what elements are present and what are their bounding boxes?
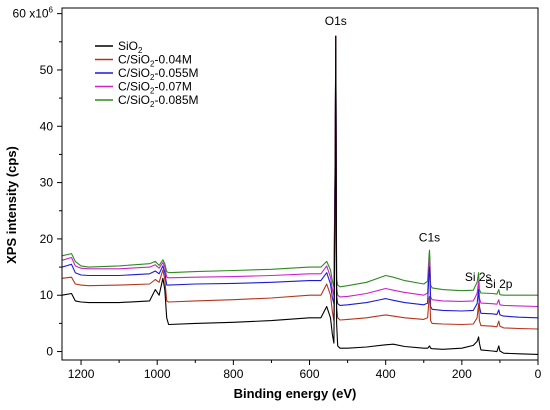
x-tick-label: 0 xyxy=(535,367,542,381)
legend-label: C/SiO2-0.04M xyxy=(118,53,192,69)
series-line xyxy=(61,35,539,355)
legend-label: C/SiO2-0.07M xyxy=(118,80,192,96)
legend-label: C/SiO2-0.055M xyxy=(118,66,199,82)
tick-group: 1200 1000 800 600 400 200 0 0 10 20 30 40 50 60 x106 xyxy=(13,6,542,381)
x-tick-label: 1000 xyxy=(144,367,171,381)
peak-label: O1s xyxy=(325,14,347,28)
series-line xyxy=(61,35,539,330)
x-tick-label: 800 xyxy=(223,367,243,381)
peak-label: C1s xyxy=(419,231,440,245)
series-line xyxy=(61,35,539,308)
axes xyxy=(61,7,539,361)
legend-label: SiO2 xyxy=(118,39,143,55)
y-tick-label: 20 xyxy=(40,232,54,246)
peak-label: Si 2s xyxy=(465,270,492,284)
plot-frame xyxy=(61,7,539,361)
y-axis-title: XPS intensity (cps) xyxy=(4,146,19,264)
x-tick-label: 400 xyxy=(376,367,396,381)
y-tick-label: 60 x106 xyxy=(13,6,54,21)
y-tick-label: 50 xyxy=(40,63,54,77)
y-tick-label: 40 xyxy=(40,119,54,133)
x-tick-label: 600 xyxy=(300,367,320,381)
y-tick-label: 30 xyxy=(40,176,54,190)
x-axis-title: Binding energy (eV) xyxy=(234,386,357,401)
series-line xyxy=(61,35,539,319)
series-group xyxy=(61,35,539,355)
legend-label: C/SiO2-0.085M xyxy=(118,93,199,109)
y-tick-label: 0 xyxy=(46,345,53,359)
peak-label: Si 2p xyxy=(485,277,513,291)
series-line xyxy=(61,35,538,296)
x-tick-label: 1200 xyxy=(68,367,95,381)
y-tick-label: 10 xyxy=(40,288,54,302)
x-tick-label: 200 xyxy=(452,367,472,381)
legend: SiO2C/SiO2-0.04MC/SiO2-0.055MC/SiO2-0.07… xyxy=(95,39,199,109)
